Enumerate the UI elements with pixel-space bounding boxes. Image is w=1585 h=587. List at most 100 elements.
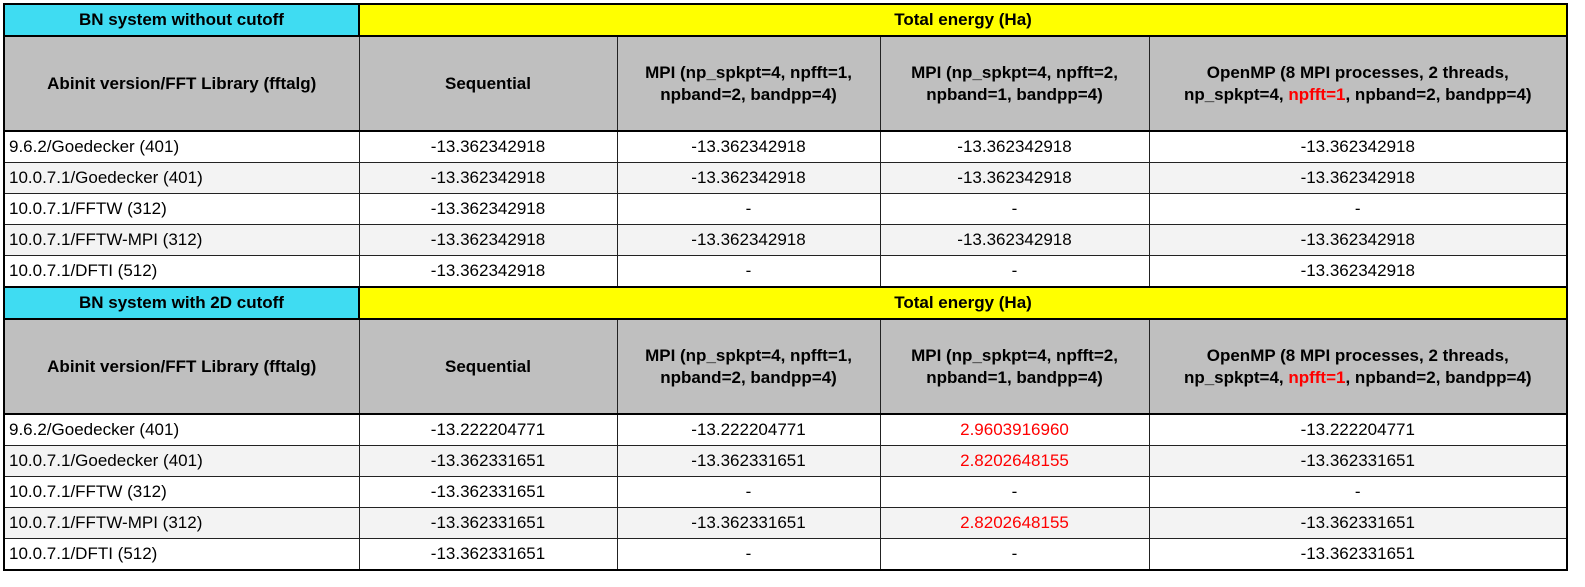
cell-text: -13.222204771 [1300, 420, 1415, 439]
cell-text: -13.362331651 [691, 513, 806, 532]
data-row: 10.0.7.1/Goedecker (401) -13.362342918 -13… [3, 162, 1569, 194]
header-text: MPI (np_spkpt=4, npfft=1, [645, 345, 852, 365]
header-text: OpenMP (8 MPI processes, 2 threads, [1206, 345, 1509, 365]
cell-text: -13.362342918 [430, 137, 546, 156]
column-header: Abinit version/FFT Library (fftalg) [3, 35, 360, 132]
data-cell: 10.0.7.1/Goedecker (401) [3, 445, 360, 477]
data-cell: -13.362342918 [358, 193, 618, 225]
data-cell: - [1148, 193, 1569, 225]
data-cell: -13.362331651 [358, 445, 618, 477]
cell-text: 9.6.2/Goedecker (401) [9, 137, 180, 156]
data-cell: 10.0.7.1/DFTI (512) [3, 255, 360, 288]
header-text: OpenMP (8 MPI processes, 2 threads, [1206, 62, 1509, 82]
data-cell: - [616, 538, 881, 571]
data-cell: 10.0.7.1/FFTW-MPI (312) [3, 224, 360, 256]
section-title-row: BN system without cutoff Total energy (Ha… [3, 3, 1569, 37]
header-text: Abinit version/FFT Library (fftalg) [47, 73, 317, 93]
data-cell: -13.222204771 [1148, 413, 1569, 446]
spreadsheet: BN system without cutoff Total energy (Ha… [3, 3, 1569, 571]
group-header-text: Total energy (Ha) [894, 293, 1032, 312]
cell-text: -13.362342918 [691, 230, 806, 249]
header-text: npband=2, bandpp=4) [660, 84, 837, 104]
data-cell: -13.362331651 [1148, 507, 1569, 539]
column-header: Sequential [358, 35, 618, 132]
column-header: MPI (np_spkpt=4, npfft=2, npband=1, bandp… [879, 318, 1150, 415]
column-header: OpenMP (8 MPI processes, 2 threads, np_sp… [1148, 35, 1569, 132]
header-text: Sequential [445, 73, 531, 93]
cell-text: -13.362331651 [1300, 544, 1415, 563]
cell-text: 10.0.7.1/Goedecker (401) [9, 451, 203, 470]
data-cell: -13.362342918 [1148, 130, 1569, 163]
data-cell: - [879, 255, 1150, 288]
cell-text: -13.362331651 [1300, 451, 1415, 470]
data-cell: - [1148, 476, 1569, 508]
cell-text: - [1011, 261, 1018, 280]
cell-text: -13.362342918 [430, 230, 546, 249]
data-cell: -13.362342918 [616, 162, 881, 194]
data-row: 10.0.7.1/FFTW-MPI (312) -13.362331651 -13.… [3, 507, 1569, 539]
data-cell: -13.362342918 [879, 162, 1150, 194]
data-cell: -13.362331651 [616, 507, 881, 539]
cell-text: -13.222204771 [691, 420, 806, 439]
data-cell: -13.362331651 [358, 538, 618, 571]
data-cell: -13.362342918 [1148, 162, 1569, 194]
header-line: npband=1, bandpp=4) [885, 367, 1145, 389]
data-cell: 10.0.7.1/Goedecker (401) [3, 162, 360, 194]
column-header: Sequential [358, 318, 618, 415]
header-line: MPI (np_spkpt=4, npfft=2, [885, 62, 1145, 84]
cell-text: -13.362331651 [1300, 513, 1415, 532]
cell-text: 10.0.7.1/FFTW (312) [9, 199, 167, 218]
data-cell: -13.362342918 [879, 130, 1150, 163]
data-cell: 2.8202648155 [879, 445, 1150, 477]
header-segment: np_spkpt=4, [1183, 84, 1289, 104]
data-cell: - [616, 193, 881, 225]
cell-text: - [1354, 199, 1361, 218]
cell-text: - [1011, 544, 1018, 563]
cell-text: -13.362342918 [430, 199, 546, 218]
data-cell: 10.0.7.1/FFTW-MPI (312) [3, 507, 360, 539]
cell-text: -13.362342918 [1300, 168, 1415, 187]
column-header: OpenMP (8 MPI processes, 2 threads, np_sp… [1148, 318, 1569, 415]
data-cell: -13.362331651 [358, 507, 618, 539]
cell-text: 10.0.7.1/FFTW-MPI (312) [9, 230, 203, 249]
data-cell: 10.0.7.1/FFTW (312) [3, 476, 360, 508]
header-line: Sequential [364, 73, 613, 95]
cell-text: -13.362342918 [691, 168, 806, 187]
cell-text: 10.0.7.1/DFTI (512) [9, 261, 158, 280]
cell-text: - [1011, 482, 1018, 501]
cell-text: -13.362342918 [691, 137, 806, 156]
data-cell: - [616, 476, 881, 508]
cell-text: - [745, 544, 752, 563]
section-title-text: BN system without cutoff [79, 10, 284, 29]
cell-text: 2.9603916960 [960, 420, 1069, 439]
column-header: MPI (np_spkpt=4, npfft=1, npband=2, bandp… [616, 318, 881, 415]
cell-text: -13.362342918 [430, 261, 546, 280]
group-header: Total energy (Ha) [357, 3, 1569, 37]
data-cell: 9.6.2/Goedecker (401) [3, 130, 360, 163]
header-line: MPI (np_spkpt=4, npfft=1, [622, 62, 876, 84]
header-line: OpenMP (8 MPI processes, 2 threads, [1154, 62, 1563, 84]
header-segment: npfft=1 [1288, 367, 1346, 387]
cell-text: 10.0.7.1/Goedecker (401) [9, 168, 203, 187]
cell-text: -13.362342918 [957, 168, 1072, 187]
cell-text: - [745, 482, 752, 501]
data-row: 10.0.7.1/DFTI (512) -13.362331651 - - -13.36… [3, 538, 1569, 571]
column-header-row: Abinit version/FFT Library (fftalg) Seque… [3, 35, 1569, 132]
data-cell: -13.362342918 [358, 224, 618, 256]
data-cell: - [616, 255, 881, 288]
data-cell: -13.362342918 [1148, 255, 1569, 288]
header-line: np_spkpt=4, npfft=1, npband=2, bandpp=4) [1154, 367, 1563, 389]
cell-text: 9.6.2/Goedecker (401) [9, 420, 180, 439]
cell-text: -13.362342918 [957, 230, 1072, 249]
data-row: 9.6.2/Goedecker (401) -13.362342918 -13.36… [3, 130, 1569, 163]
cell-text: -13.362331651 [430, 513, 546, 532]
header-line: np_spkpt=4, npfft=1, npband=2, bandpp=4) [1154, 84, 1563, 106]
data-cell: -13.222204771 [358, 413, 618, 446]
header-segment: , npband=2, bandpp=4) [1345, 367, 1532, 387]
header-line: Sequential [364, 356, 613, 378]
data-cell: -13.362331651 [358, 476, 618, 508]
data-row: 10.0.7.1/FFTW (312) -13.362331651 - - - [3, 476, 1569, 508]
data-row: 10.0.7.1/DFTI (512) -13.362342918 - - -13.36… [3, 255, 1569, 288]
header-line: Abinit version/FFT Library (fftalg) [9, 356, 355, 378]
